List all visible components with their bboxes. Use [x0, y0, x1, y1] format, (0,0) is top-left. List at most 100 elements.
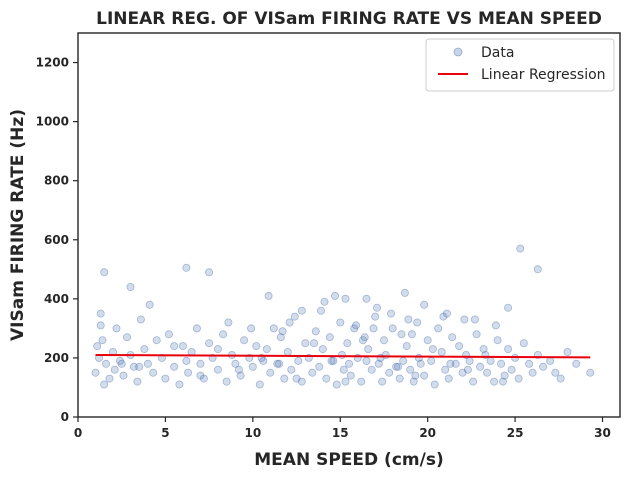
data-point — [479, 345, 488, 354]
data-point — [285, 318, 294, 327]
data-point — [297, 306, 306, 315]
data-point — [149, 368, 158, 377]
data-point — [360, 333, 369, 342]
data-point — [316, 306, 325, 315]
data-point — [262, 345, 271, 354]
x-axis: 0 5 10 15 20 25 30 — [74, 417, 611, 440]
data-point — [205, 268, 214, 277]
data-point — [379, 336, 388, 345]
data-point — [465, 356, 474, 365]
data-point — [123, 333, 132, 342]
data-point — [308, 368, 317, 377]
data-point — [442, 309, 451, 318]
data-point — [343, 339, 352, 348]
data-point — [275, 359, 284, 368]
y-axis: 0 200 400 600 800 1000 1200 — [36, 56, 78, 424]
data-point — [497, 359, 506, 368]
data-point — [152, 336, 161, 345]
data-point — [196, 371, 205, 380]
data-point — [297, 377, 306, 386]
data-point — [586, 368, 595, 377]
data-point — [458, 368, 467, 377]
data-point — [563, 347, 572, 356]
data-point — [315, 362, 324, 371]
data-point — [175, 380, 184, 389]
data-point — [367, 365, 376, 374]
data-point — [362, 356, 371, 365]
data-point — [525, 359, 534, 368]
data-point — [528, 368, 537, 377]
data-point — [264, 291, 273, 300]
x-tick-label: 30 — [594, 426, 611, 440]
y-tick-label: 0 — [61, 410, 69, 424]
data-point — [491, 321, 500, 330]
data-point — [231, 359, 240, 368]
data-point — [420, 371, 429, 380]
data-point — [374, 359, 383, 368]
data-point — [411, 371, 420, 380]
y-tick-label: 800 — [44, 174, 69, 188]
data-point — [240, 336, 249, 345]
y-tick-label: 1200 — [36, 56, 69, 70]
data-point — [105, 374, 114, 383]
data-point — [514, 374, 523, 383]
data-point — [283, 347, 292, 356]
data-point — [276, 333, 285, 342]
data-point — [339, 365, 348, 374]
data-point — [133, 377, 142, 386]
y-tick-label: 200 — [44, 351, 69, 365]
data-point — [357, 377, 366, 386]
data-point — [255, 380, 264, 389]
data-point — [327, 356, 336, 365]
data-point — [290, 312, 299, 321]
data-point — [472, 330, 481, 339]
data-point — [247, 324, 256, 333]
data-point — [143, 359, 152, 368]
data-point — [393, 362, 402, 371]
data-point — [119, 371, 128, 380]
data-point — [213, 365, 222, 374]
data-point — [259, 356, 268, 365]
data-point — [416, 359, 425, 368]
data-point — [556, 374, 565, 383]
data-point — [311, 327, 320, 336]
data-point — [320, 297, 329, 306]
data-point — [498, 377, 507, 386]
regression-layer — [95, 353, 591, 359]
data-point — [140, 345, 149, 354]
data-point — [546, 356, 555, 365]
data-point — [493, 336, 502, 345]
data-point — [205, 339, 214, 348]
data-point — [460, 315, 469, 324]
data-point — [386, 309, 395, 318]
data-point — [434, 324, 443, 333]
data-point — [407, 330, 416, 339]
data-point — [266, 368, 275, 377]
data-point — [192, 324, 201, 333]
data-point — [385, 368, 394, 377]
data-point — [116, 356, 125, 365]
data-point — [145, 300, 154, 309]
data-point — [402, 342, 411, 351]
data-point — [507, 365, 516, 374]
data-point — [504, 345, 513, 354]
data-point — [332, 380, 341, 389]
data-point — [129, 362, 138, 371]
data-point — [372, 303, 381, 312]
data-point — [322, 374, 331, 383]
data-point — [341, 377, 350, 386]
legend-data-marker — [453, 47, 463, 57]
data-point — [273, 359, 282, 368]
data-point — [337, 350, 346, 359]
data-point — [350, 324, 359, 333]
legend-regression-label: Linear Regression — [481, 67, 606, 83]
data-point — [437, 347, 446, 356]
data-point — [344, 359, 353, 368]
data-point — [533, 265, 542, 274]
legend: Data Linear Regression — [425, 38, 615, 92]
y-tick-label: 400 — [44, 292, 69, 306]
data-point — [301, 339, 310, 348]
data-point — [455, 342, 464, 351]
data-point — [451, 359, 460, 368]
